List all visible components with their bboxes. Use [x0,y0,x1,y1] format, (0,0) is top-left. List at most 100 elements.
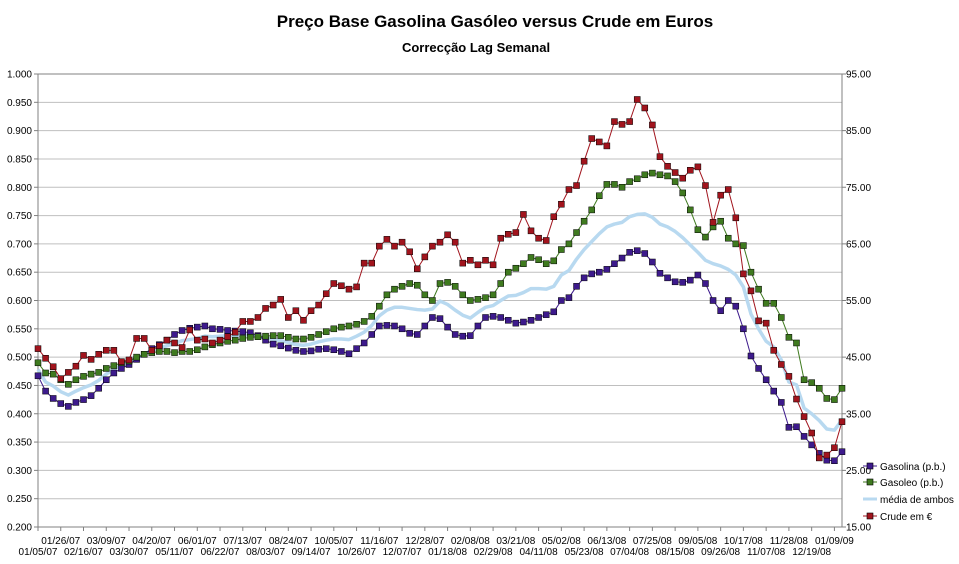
data-point [429,297,436,304]
data-point [512,229,520,236]
data-point [596,192,603,199]
data-point [360,339,368,347]
data-point [535,314,542,321]
data-point [118,365,125,372]
y2-tick-label: 25.00 [846,466,871,477]
data-point [315,345,322,353]
data-point [383,236,391,243]
data-point [216,336,224,344]
chart-title: Preço Base Gasolina Gasóleo versus Crude… [277,12,714,31]
data-point [694,163,702,171]
data-point [72,376,80,384]
data-point [656,153,664,160]
data-point [414,281,421,289]
data-point [383,322,391,329]
legend-marker-gasoleo [866,478,874,486]
data-point [747,287,755,295]
data-point [649,258,656,266]
data-point [110,362,118,369]
data-point [421,322,429,330]
y-tick-label: 0.850 [7,154,32,165]
data-point [171,331,178,338]
data-point [421,291,429,299]
data-point [277,342,284,350]
x-tick-label: 03/30/07 [110,547,149,558]
data-point [156,342,163,350]
y-tick-label: 0.700 [7,239,32,250]
data-point [163,336,171,344]
x-tick-label: 04/11/08 [520,547,559,558]
data-point [194,346,201,354]
data-point [118,358,125,365]
data-point [838,448,846,455]
data-point [429,314,436,321]
data-point [254,314,262,321]
data-point [823,451,831,459]
data-point [292,335,300,343]
data-point [573,229,580,236]
data-point [527,317,535,324]
data-point [49,363,57,370]
data-point [224,327,231,334]
data-point [239,335,247,342]
x-tick-label: 11/16/07 [360,536,399,547]
data-point [762,376,770,384]
data-point [512,264,520,272]
data-point [292,307,300,314]
data-point [671,278,679,286]
data-point [178,327,186,334]
data-point [565,240,573,248]
data-point [201,322,209,330]
data-point [360,259,368,267]
y-tick-label: 0.600 [7,296,32,307]
legend-item-gasoleo: Gasoleo (p.b.) [863,478,943,489]
data-point [550,213,558,220]
x-tick-label: 09/14/07 [292,547,331,558]
data-point [87,392,95,399]
y2-tick-label: 45.00 [846,353,871,364]
data-point [459,291,466,299]
data-point [95,369,102,376]
data-point [611,260,618,267]
data-point [626,249,633,256]
data-point [580,217,588,225]
data-point [209,325,216,333]
x-tick-label: 06/13/08 [587,536,626,547]
data-point [65,381,72,388]
chart-subtitle: Correcção Lag Semanal [402,40,550,55]
data-point [285,334,292,341]
data-point [770,300,777,307]
data-point [315,331,322,338]
data-point [444,279,451,286]
data-point [527,254,535,261]
data-point [269,340,277,348]
data-point [322,328,330,335]
data-point [520,211,527,218]
data-point [558,246,565,253]
data-point [322,290,330,297]
data-point [87,370,95,378]
series-0 [34,247,846,464]
data-point [330,346,338,354]
y2-tick-label: 15.00 [846,523,871,534]
data-point [338,282,345,290]
data-point [285,344,292,352]
data-point [611,118,618,125]
data-point [702,280,709,287]
data-point [626,118,633,125]
data-point [770,347,777,354]
data-point [269,301,277,309]
data-point [755,365,762,372]
y-tick-label: 0.800 [7,183,32,194]
data-point [831,444,838,451]
data-point [542,237,550,244]
data-point [376,302,383,310]
legend-item-gasolina: Gasolina (p.b.) [863,462,946,473]
x-tick-label: 01/09/09 [815,536,854,547]
data-point [42,387,49,395]
data-point [489,313,497,320]
data-point [474,322,482,330]
x-tick-label: 01/18/08 [428,547,467,558]
data-point [573,182,580,189]
legend-label-crude: Crude em € [880,512,933,523]
